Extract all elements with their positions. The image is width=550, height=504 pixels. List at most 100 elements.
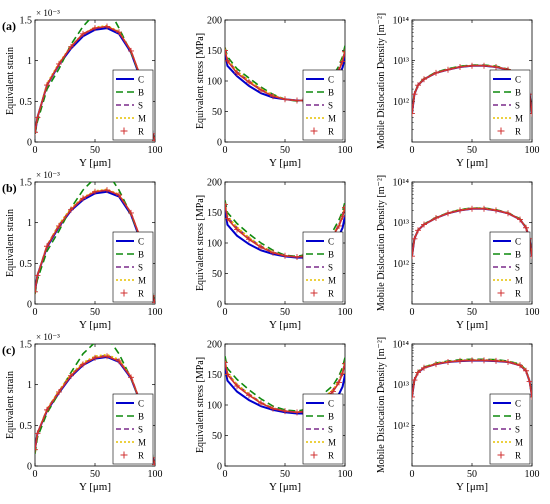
series-point-R: [44, 243, 50, 250]
legend-label-M: M: [138, 114, 146, 124]
series-point-R: [412, 235, 418, 242]
x-tick-label: 0: [223, 469, 228, 480]
series-point-R: [225, 201, 228, 208]
y-tick-label: 150: [207, 370, 222, 381]
x-tick-label: 0: [410, 145, 415, 156]
x-tick-label: 100: [525, 307, 540, 318]
series-point-R: [493, 357, 499, 364]
series-point-R: [152, 299, 155, 304]
y-tick-label: 200: [207, 340, 222, 351]
series-point-R: [270, 93, 276, 100]
series-point-R: [282, 252, 288, 259]
series-point-R: [493, 207, 499, 214]
legend-label-B: B: [138, 250, 144, 260]
legend-marker-R: [497, 127, 505, 135]
legend-label-C: C: [328, 237, 334, 247]
series-point-R: [80, 195, 86, 202]
series-point-R: [493, 63, 499, 70]
series-point-R: [35, 446, 38, 453]
series-line-R: [412, 359, 532, 398]
row-label: (c): [2, 343, 15, 357]
series-point-R: [35, 114, 41, 121]
y-axis-label: Mobile Dislocation Density [m⁻²]: [376, 175, 387, 311]
legend-label-S: S: [328, 101, 333, 111]
x-tick-label: 50: [467, 307, 477, 318]
y-axis-label: Equivalent strain: [5, 209, 16, 277]
legend-label-C: C: [138, 75, 144, 85]
series-point-R: [234, 226, 240, 233]
series-point-R: [225, 371, 231, 378]
legend-label-M: M: [515, 438, 523, 448]
y-tick-label: 0: [217, 300, 222, 311]
series-point-R: [517, 216, 523, 223]
series-point-R: [68, 43, 74, 50]
series-point-R: [92, 188, 98, 195]
series-point-R: [339, 370, 345, 377]
x-tick-label: 50: [280, 469, 290, 480]
series-point-R: [152, 461, 155, 466]
series-point-R: [35, 288, 38, 295]
legend-label-B: B: [515, 412, 521, 422]
legend-label-C: C: [515, 399, 521, 409]
chart-dislocation-2: 0 50 100 10¹² 10¹³ 10¹⁴ Y [μm] Mobile Dislocati…: [376, 175, 540, 331]
series-point-R: [234, 70, 240, 77]
y-tick-label: 0: [27, 462, 32, 473]
legend-label-M: M: [328, 276, 336, 286]
y-tick-label: 1: [27, 380, 32, 391]
legend-marker-R: [310, 127, 318, 135]
series-point-R: [526, 378, 532, 385]
y-axis-label: Equivalent stress [MPa]: [195, 33, 206, 129]
x-tick-label: 100: [148, 469, 163, 480]
series-point-R: [56, 60, 62, 67]
chart-strain-2: 0 50 100 0 0.5 1 1.5 Y [μm] Equivalent strain × 1…: [5, 170, 163, 331]
series-point-R: [225, 47, 228, 54]
x-tick-label: 100: [148, 307, 163, 318]
legend-label-R: R: [328, 451, 334, 461]
series-point-R: [294, 409, 300, 416]
series-point-R: [342, 204, 345, 211]
legend-label-S: S: [515, 101, 520, 111]
x-tick-label: 100: [338, 145, 353, 156]
series-point-R: [412, 253, 415, 260]
series-point-R: [225, 57, 231, 64]
series-point-R: [270, 249, 276, 256]
x-tick-label: 0: [223, 307, 228, 318]
x-tick-label: 0: [33, 469, 38, 480]
legend-label-R: R: [328, 127, 334, 137]
x-tick-label: 100: [338, 307, 353, 318]
series-point-R: [92, 354, 98, 361]
legend-label-M: M: [328, 438, 336, 448]
x-axis-label: Y [μm]: [269, 319, 301, 331]
series-point-R: [481, 62, 487, 69]
y-tick-label: 0.5: [20, 259, 33, 270]
series-point-R: [246, 79, 252, 86]
x-tick-label: 0: [410, 469, 415, 480]
series-point-R: [523, 224, 529, 231]
legend-marker-R: [120, 127, 128, 135]
x-axis-label: Y [μm]: [456, 157, 488, 169]
legend-label-R: R: [138, 289, 144, 299]
legend-label-R: R: [515, 451, 521, 461]
legend-label-C: C: [328, 75, 334, 85]
series-point-R: [128, 47, 134, 54]
y-tick-label: 10¹³: [393, 380, 409, 391]
series-line-B: [35, 344, 155, 465]
series-point-R: [282, 96, 288, 103]
series-point-R: [116, 29, 122, 36]
series-point-R: [342, 360, 345, 367]
legend-label-B: B: [328, 412, 334, 422]
legend-label-R: R: [328, 289, 334, 299]
series-point-R: [116, 358, 122, 365]
legend-label-S: S: [138, 101, 143, 111]
y-tick-label: 10¹⁴: [393, 16, 410, 27]
series-line-B: [225, 356, 345, 412]
series-point-R: [128, 209, 134, 216]
plot-area: [225, 356, 345, 416]
